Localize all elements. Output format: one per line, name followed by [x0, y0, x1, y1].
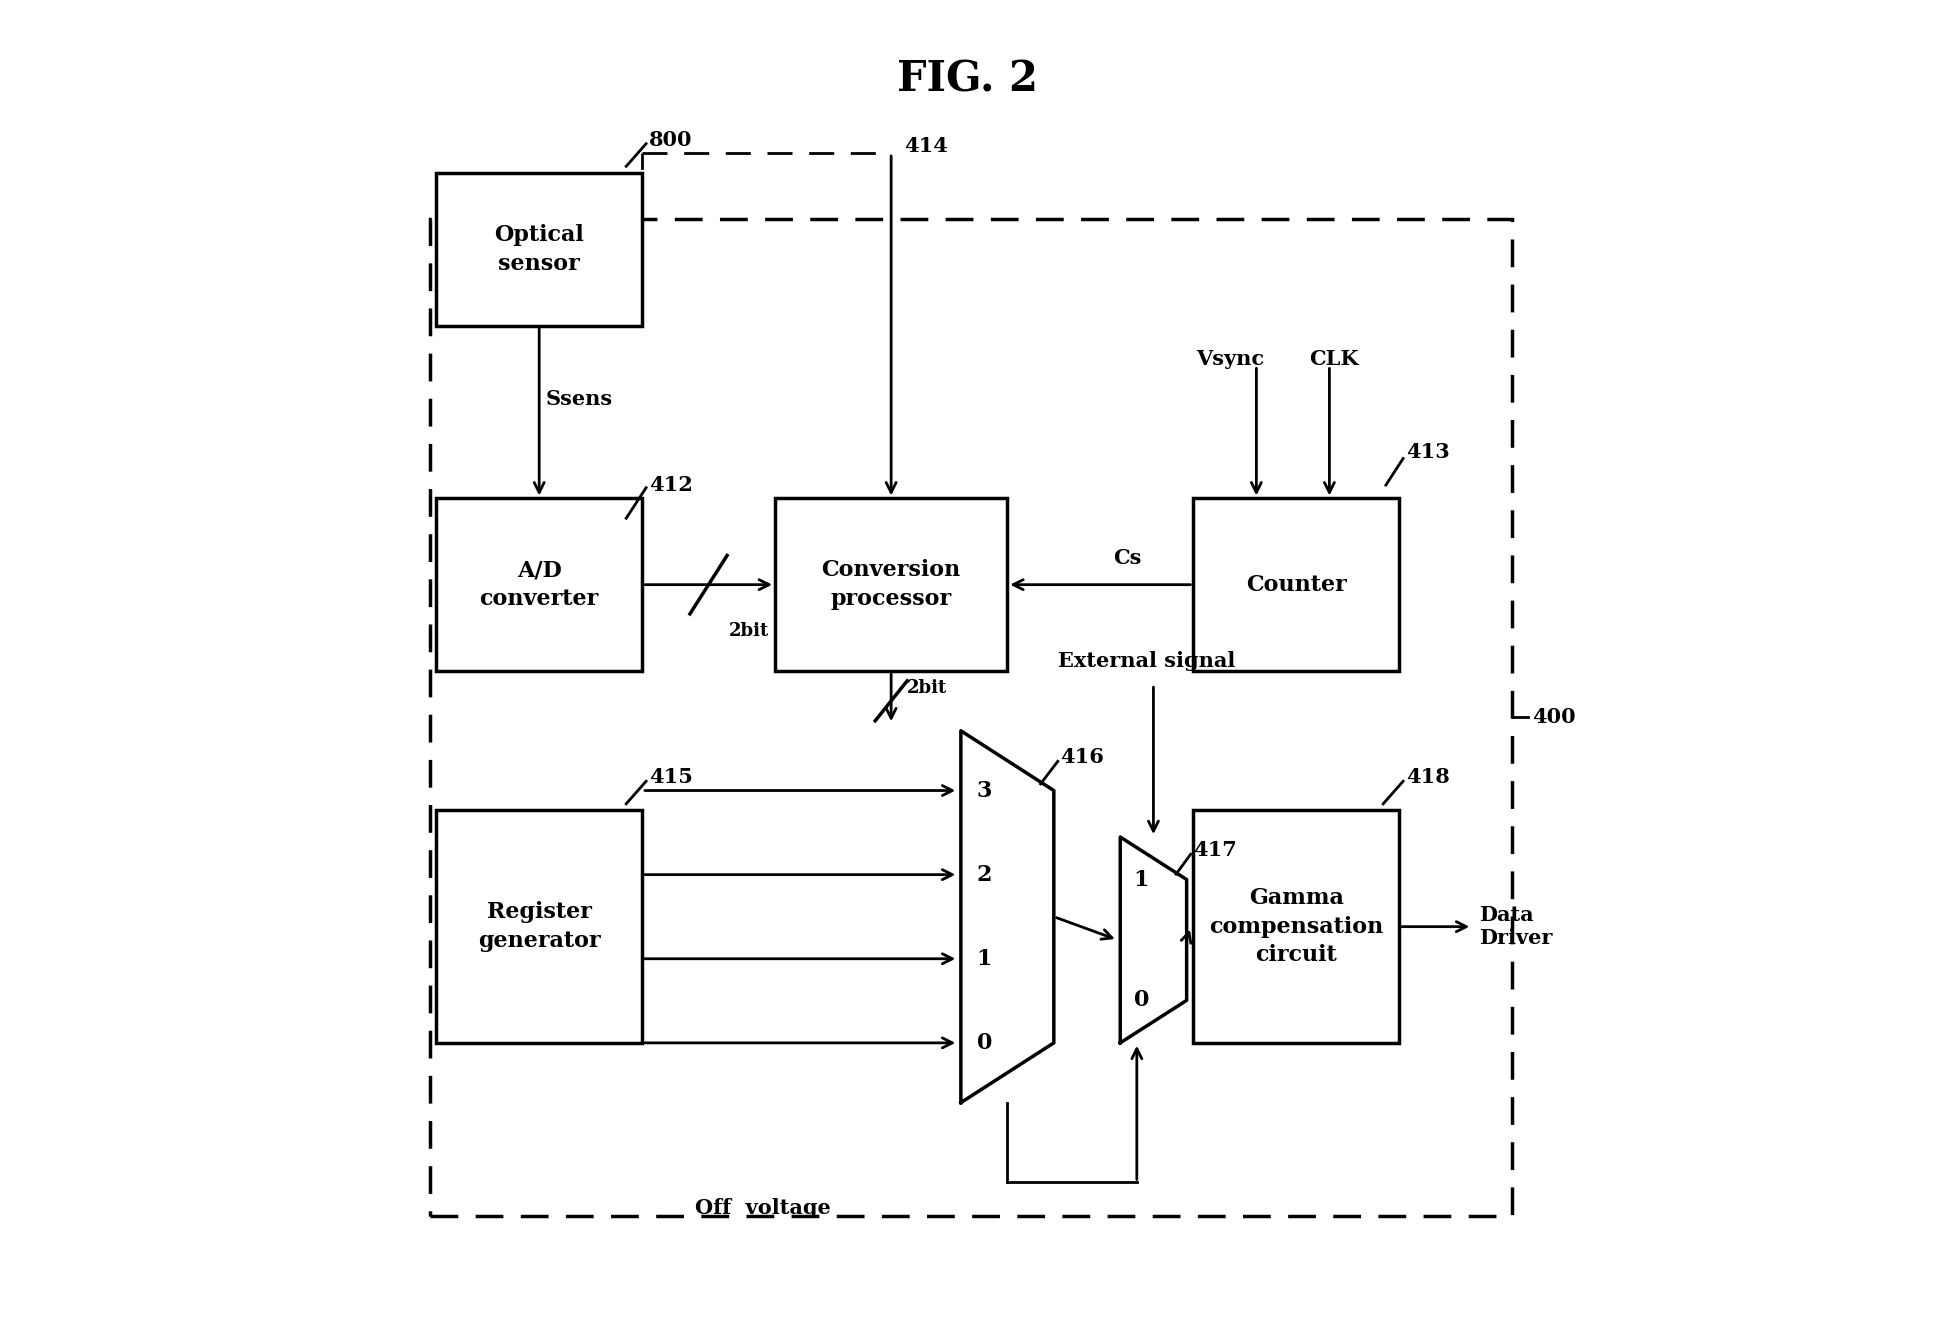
Text: 1: 1	[977, 947, 993, 970]
Text: Optical
sensor: Optical sensor	[493, 224, 584, 275]
Bar	[1194, 498, 1399, 671]
Polygon shape	[1120, 837, 1186, 1043]
Text: Cs: Cs	[1113, 548, 1142, 568]
Text: 412: 412	[648, 475, 693, 495]
Text: 400: 400	[1533, 707, 1575, 727]
Text: Off  voltage: Off voltage	[695, 1198, 830, 1219]
Text: 2bit: 2bit	[908, 679, 948, 696]
Text: 3: 3	[977, 780, 993, 801]
Text: External signal: External signal	[1058, 651, 1235, 671]
Text: 0: 0	[1134, 989, 1149, 1012]
Text: 418: 418	[1405, 768, 1449, 788]
Polygon shape	[962, 731, 1055, 1103]
Text: Data
Driver: Data Driver	[1478, 905, 1552, 949]
Text: 0: 0	[977, 1032, 993, 1053]
Text: CLK: CLK	[1310, 349, 1358, 369]
Text: 416: 416	[1060, 747, 1105, 768]
Text: Ssens: Ssens	[546, 389, 613, 409]
Text: 1: 1	[1134, 868, 1149, 891]
Text: A/D
converter: A/D converter	[480, 560, 598, 611]
Text: Register
generator: Register generator	[478, 902, 600, 951]
Text: 414: 414	[904, 137, 948, 157]
Bar	[1194, 811, 1399, 1043]
Text: 415: 415	[648, 768, 693, 788]
Text: 2bit: 2bit	[728, 623, 768, 640]
Bar	[435, 811, 642, 1043]
Bar	[774, 498, 1008, 671]
Text: Gamma
compensation
circuit: Gamma compensation circuit	[1209, 887, 1384, 966]
Bar	[430, 220, 1511, 1216]
Text: 413: 413	[1405, 442, 1449, 462]
Text: Counter: Counter	[1246, 573, 1347, 596]
Text: FIG. 2: FIG. 2	[898, 59, 1037, 101]
Text: Vsync: Vsync	[1196, 349, 1265, 369]
Text: Conversion
processor: Conversion processor	[822, 560, 962, 611]
Text: 417: 417	[1194, 840, 1236, 860]
Bar	[435, 498, 642, 671]
Bar	[435, 173, 642, 326]
Text: 2: 2	[977, 864, 993, 886]
Text: 800: 800	[648, 130, 693, 150]
